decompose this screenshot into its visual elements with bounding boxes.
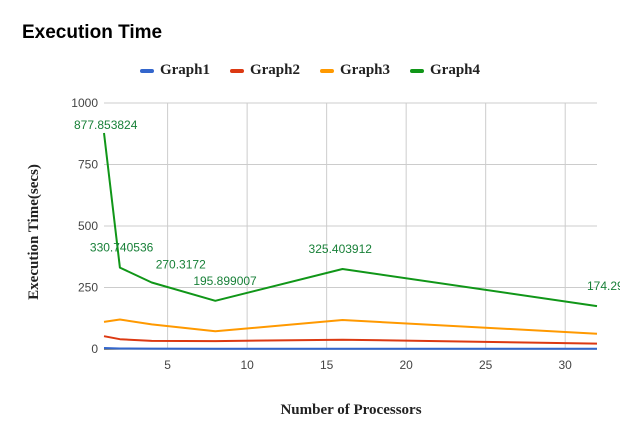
x-tick-label: 15 (320, 358, 334, 372)
y-tick-label: 750 (78, 158, 98, 172)
legend-item-graph3[interactable]: Graph3 (320, 62, 390, 79)
legend-label-graph4: Graph4 (430, 62, 481, 78)
legend-item-graph2[interactable]: Graph2 (229, 62, 300, 79)
legend-item-graph1[interactable]: Graph1 (139, 62, 210, 79)
y-tick-label: 250 (78, 281, 98, 295)
series-line-graph1 (103, 347, 597, 350)
chart-title: Execution Time (22, 22, 163, 43)
grid (104, 102, 597, 350)
legend-item-graph4[interactable]: Graph4 (410, 62, 480, 79)
legend-label-graph3: Graph3 (340, 62, 391, 78)
x-tick-label: 25 (479, 358, 493, 372)
data-label-graph4: 270.3172 (156, 258, 206, 272)
legend-swatch-graph1 (139, 68, 154, 73)
y-axis-title: Execution Time(secs) (26, 164, 42, 300)
data-label-graph4: 174.29237 (587, 279, 620, 293)
y-tick-label: 500 (78, 219, 98, 233)
legend-swatch-graph3 (320, 68, 334, 73)
legend-swatch-graph4 (410, 68, 425, 73)
tick-labels: 0 250 500 750 1000 5 10 15 20 25 30 (71, 96, 572, 372)
series-line-graph2 (103, 335, 598, 345)
data-label-graph4: 877.853824 (74, 118, 138, 132)
x-tick-label: 20 (399, 358, 413, 372)
x-axis-title: Number of Processors (280, 402, 421, 418)
legend-swatch-graph2 (229, 68, 244, 73)
series-line-graph3 (103, 318, 598, 335)
series-line-graph4 (103, 132, 598, 308)
legend-label-graph1: Graph1 (159, 62, 210, 78)
x-tick-label: 10 (240, 358, 254, 372)
x-tick-label: 5 (164, 358, 171, 372)
series-lines (103, 132, 598, 350)
data-label-graph4: 195.899007 (193, 274, 257, 288)
legend-label-graph2: Graph2 (249, 62, 300, 78)
data-label-graph4: 330.740536 (90, 241, 154, 255)
data-label-graph4: 325.403912 (309, 242, 373, 256)
x-tick-label: 30 (559, 358, 573, 372)
y-tick-label: 0 (91, 342, 98, 356)
y-tick-label: 1000 (71, 96, 98, 110)
legend: Graph1 Graph2 Graph3 Graph4 (0, 62, 620, 79)
